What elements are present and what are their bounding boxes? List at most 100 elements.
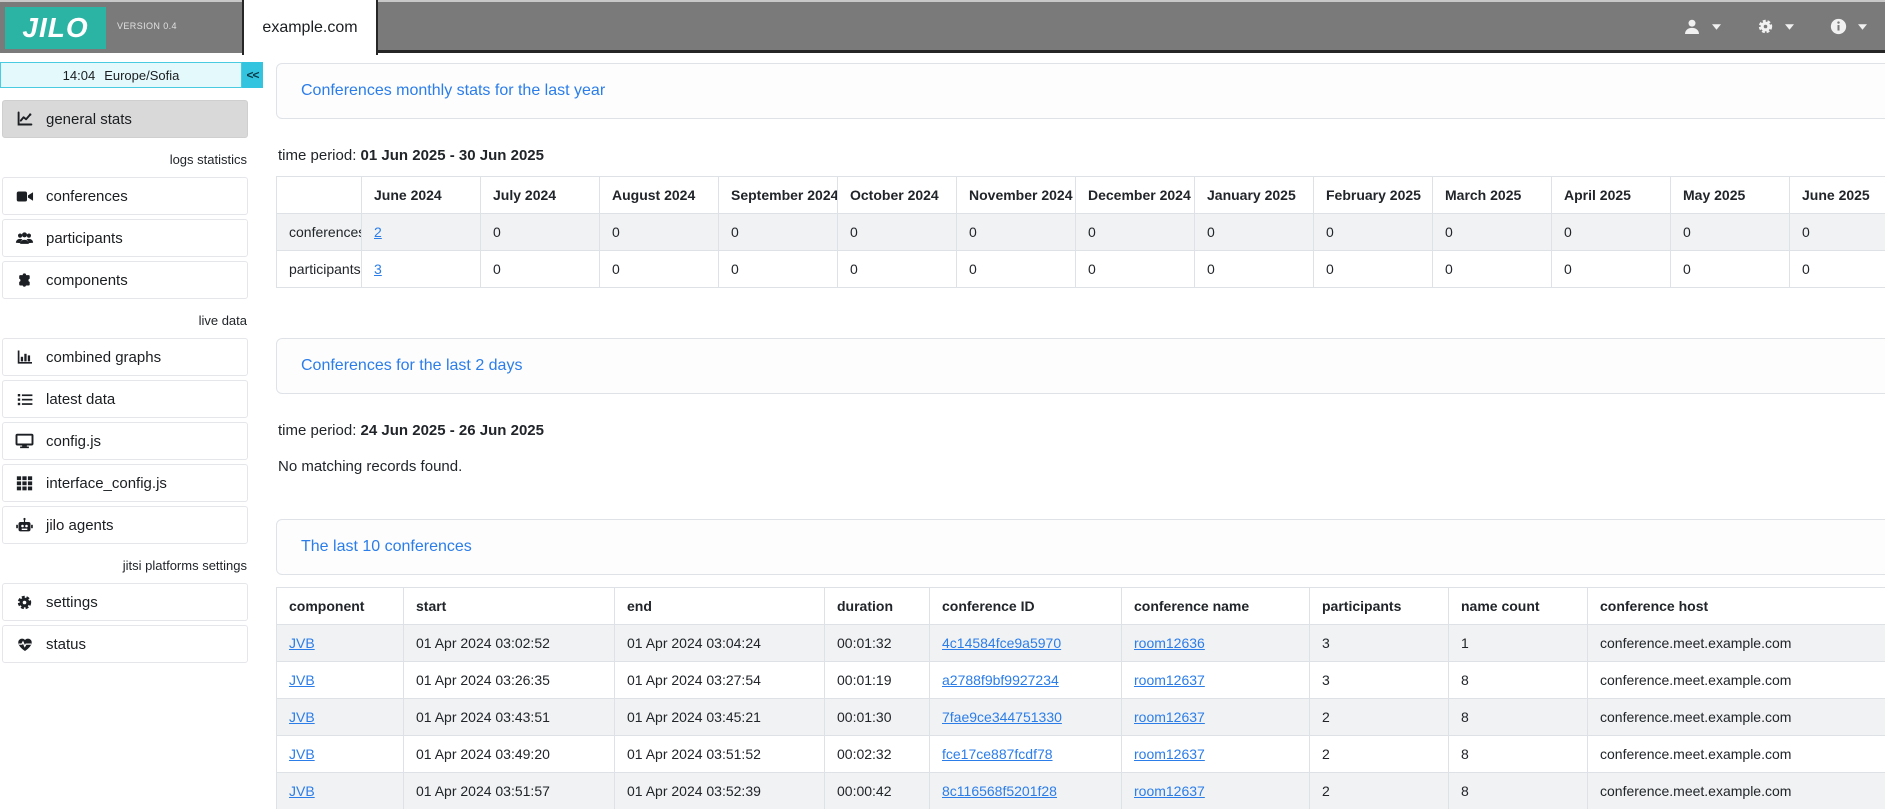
table-row: JVB01 Apr 2024 03:26:3501 Apr 2024 03:27… — [277, 662, 1885, 699]
table-cell: fce17ce887fcdf78 — [930, 736, 1122, 773]
table-header-cell: duration — [825, 588, 930, 625]
info-menu[interactable] — [1830, 18, 1867, 35]
table-cell: 01 Apr 2024 03:45:21 — [615, 699, 825, 736]
sidebar-item-general-stats[interactable]: general stats — [2, 100, 248, 138]
robot-icon — [15, 517, 34, 533]
app-logo: JILO — [5, 7, 106, 49]
table-header-cell: name count — [1449, 588, 1588, 625]
table-cell: room12637 — [1122, 699, 1310, 736]
table-cell: 8 — [1449, 773, 1588, 809]
user-menu[interactable] — [1683, 18, 1721, 36]
sidebar-item-label: settings — [46, 594, 98, 611]
table-cell: 0 — [957, 251, 1076, 288]
conferences-table-wrap: componentstartenddurationconference IDco… — [276, 587, 1885, 809]
table-header-cell: April 2025 — [1552, 177, 1671, 214]
table-cell: conference.meet.example.com — [1588, 736, 1885, 773]
sidebar-item-combined-graphs[interactable]: combined graphs — [2, 338, 248, 376]
table-header-cell: June 2024 — [362, 177, 481, 214]
sidebar-item-label: jilo agents — [46, 517, 114, 534]
table-cell: 01 Apr 2024 03:52:39 — [615, 773, 825, 809]
table-cell: 0 — [600, 214, 719, 251]
table-cell-link[interactable]: a2788f9bf9927234 — [942, 672, 1059, 688]
sidebar-item-status[interactable]: status — [2, 625, 248, 663]
sidebar-item-latest-data[interactable]: latest data — [2, 380, 248, 418]
table-cell: room12636 — [1122, 625, 1310, 662]
table-cell-link[interactable]: 7fae9ce344751330 — [942, 709, 1062, 725]
card-header-monthly-stats[interactable]: Conferences monthly stats for the last y… — [276, 63, 1885, 119]
table-row: JVB01 Apr 2024 03:51:5701 Apr 2024 03:52… — [277, 773, 1885, 809]
table-cell: JVB — [277, 625, 404, 662]
monthly-stats-table: June 2024July 2024August 2024September 2… — [276, 176, 1885, 288]
table-cell: 0 — [1552, 251, 1671, 288]
table-cell: 8 — [1449, 699, 1588, 736]
table-cell-link[interactable]: room12636 — [1134, 635, 1205, 651]
table-cell-link[interactable]: 4c14584fce9a5970 — [942, 635, 1061, 651]
table-cell: JVB — [277, 736, 404, 773]
table-cell: 00:01:19 — [825, 662, 930, 699]
table-cell: 3 — [1310, 662, 1449, 699]
table-cell-link[interactable]: room12637 — [1134, 709, 1205, 725]
table-cell-link[interactable]: JVB — [289, 672, 315, 688]
table-cell: 4c14584fce9a5970 — [930, 625, 1122, 662]
time-period-last-2-days: time period: 24 Jun 2025 - 26 Jun 2025 — [278, 422, 1885, 439]
table-cell-link[interactable]: 2 — [374, 224, 382, 240]
time-period-value: 01 Jun 2025 - 30 Jun 2025 — [361, 147, 544, 164]
table-cell: 0 — [1433, 251, 1552, 288]
table-cell: 0 — [719, 214, 838, 251]
sidebar-item-config-js[interactable]: config.js — [2, 422, 248, 460]
table-cell: 01 Apr 2024 03:49:20 — [404, 736, 615, 773]
gear-icon — [1757, 18, 1774, 35]
gear-icon — [15, 594, 34, 611]
sidebar-nav: general statslogs statisticsconferencesp… — [0, 88, 263, 663]
table-cell: a2788f9bf9927234 — [930, 662, 1122, 699]
table-cell: JVB — [277, 699, 404, 736]
table-cell: 0 — [1790, 251, 1885, 288]
table-row-conferences: conferences2000000000000 — [277, 214, 1885, 251]
card-header-last-10-conferences[interactable]: The last 10 conferences — [276, 519, 1885, 575]
table-cell-link[interactable]: JVB — [289, 709, 315, 725]
sidebar-section-label-jitsi-platforms-settings: jitsi platforms settings — [2, 548, 248, 583]
table-row-participants: participants3000000000000 — [277, 251, 1885, 288]
table-header-cell: conference host — [1588, 588, 1885, 625]
table-cell-link[interactable]: 3 — [374, 261, 382, 277]
sidebar-item-settings[interactable]: settings — [2, 583, 248, 621]
table-header-cell: participants — [1310, 588, 1449, 625]
table-cell-link[interactable]: room12637 — [1134, 746, 1205, 762]
table-header-cell: July 2024 — [481, 177, 600, 214]
sidebar-item-components[interactable]: components — [2, 261, 248, 299]
tab-example-com[interactable]: example.com — [242, 0, 378, 55]
sidebar-item-label: latest data — [46, 391, 115, 408]
puzzle-icon — [15, 272, 34, 288]
table-header-cell: start — [404, 588, 615, 625]
table-cell-link[interactable]: fce17ce887fcdf78 — [942, 746, 1053, 762]
table-cell-link[interactable]: JVB — [289, 635, 315, 651]
table-cell: 01 Apr 2024 03:51:52 — [615, 736, 825, 773]
table-cell-link[interactable]: room12637 — [1134, 672, 1205, 688]
sidebar: 14:04 Europe/Sofia << general statslogs … — [0, 55, 263, 809]
sidebar-item-interface-config-js[interactable]: interface_config.js — [2, 464, 248, 502]
table-cell: 1 — [1449, 625, 1588, 662]
sidebar-item-conferences[interactable]: conferences — [2, 177, 248, 215]
table-cell-link[interactable]: 8c116568f5201f28 — [942, 783, 1057, 799]
sidebar-item-jilo-agents[interactable]: jilo agents — [2, 506, 248, 544]
table-header-cell: December 2024 — [1076, 177, 1195, 214]
topbar-menus — [1683, 0, 1867, 53]
settings-menu[interactable] — [1757, 18, 1794, 35]
sidebar-item-label: participants — [46, 230, 123, 247]
card-header-last-2-days[interactable]: Conferences for the last 2 days — [276, 338, 1885, 394]
table-cell: 0 — [1314, 214, 1433, 251]
sidebar-item-participants[interactable]: participants — [2, 219, 248, 257]
sidebar-collapse-button[interactable]: << — [242, 62, 263, 88]
table-header-cell: October 2024 — [838, 177, 957, 214]
table-cell: 0 — [1552, 214, 1671, 251]
table-cell: 0 — [838, 214, 957, 251]
table-cell-link[interactable]: JVB — [289, 746, 315, 762]
table-cell: 0 — [1076, 214, 1195, 251]
table-cell: 8 — [1449, 662, 1588, 699]
table-header-cell: September 2024 — [719, 177, 838, 214]
table-cell-link[interactable]: room12637 — [1134, 783, 1205, 799]
table-cell-link[interactable]: JVB — [289, 783, 315, 799]
desktop-icon — [15, 433, 34, 449]
table-cell: 00:01:30 — [825, 699, 930, 736]
table-header-cell: June 2025 — [1790, 177, 1885, 214]
